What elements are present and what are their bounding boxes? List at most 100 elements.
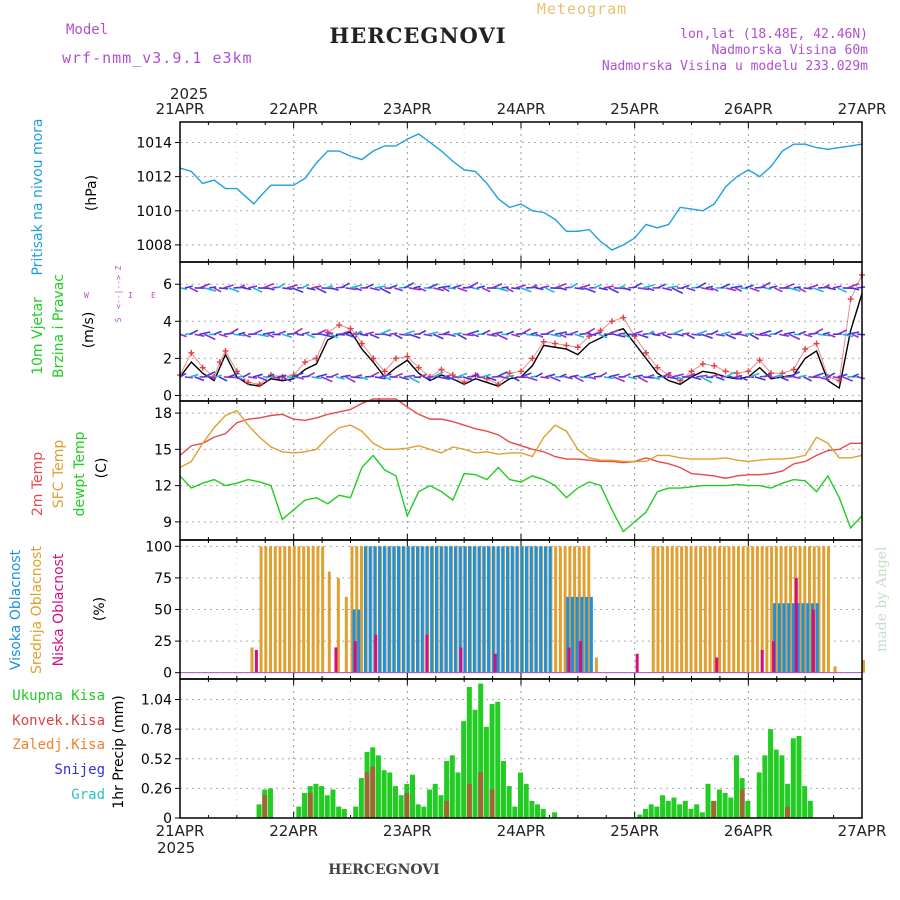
wind-barb [184, 285, 193, 289]
precip-conv-bar [466, 783, 472, 818]
compass-arrows: <--|--> [114, 275, 123, 309]
wind-barb [589, 333, 597, 337]
precip-total-bar [472, 709, 478, 818]
wind-barb [179, 333, 187, 338]
precip-total-bar [807, 800, 813, 818]
compass-south: S [114, 317, 123, 322]
wind-barb [496, 333, 508, 341]
date-label-bottom: 27APR [838, 822, 887, 840]
cloud-mid-bar [727, 546, 731, 673]
wind-barb [471, 372, 479, 378]
date-labels-top: 21APR 22APR 23APR 24APR 25APR 26APR 27APR [156, 100, 887, 118]
wind-barb [472, 287, 480, 290]
wind-barb [277, 282, 286, 289]
precip-total-bar [267, 788, 273, 818]
wind-barb [681, 332, 690, 336]
cloud-mid-bar [259, 546, 263, 673]
wind-barb [715, 333, 725, 337]
precip-conv-bar [785, 806, 791, 818]
cloud-mid-bar [327, 571, 331, 673]
wind-barb [818, 333, 831, 337]
precip-total-bar [336, 806, 342, 818]
wind-barb [306, 371, 315, 378]
wind-barb [432, 333, 444, 340]
cloud-high-bar [434, 546, 438, 673]
wind-barb [418, 329, 427, 335]
wind-barb [291, 372, 304, 378]
cloud-mid-bar [760, 546, 764, 673]
wind-barb [671, 328, 684, 336]
wind-barb [486, 376, 497, 382]
wind-barb [364, 283, 374, 289]
date-label-top: 22APR [269, 100, 318, 118]
precip-total-bar [540, 808, 546, 818]
y-tick-label: 12 [154, 479, 172, 495]
wind-barb [593, 331, 603, 336]
date-label-bottom: 22APR [269, 822, 318, 840]
y-tick-label: 50 [154, 603, 172, 619]
wind-barb [579, 284, 591, 289]
cloud-high-bar [806, 603, 810, 673]
page-title: HERCEGNOVI [329, 23, 506, 48]
y-tick-label: 0.52 [141, 752, 172, 768]
wind-barb [793, 286, 801, 289]
wind-barb [282, 333, 293, 338]
wind-barb [798, 330, 807, 336]
cloud-high-bar [796, 603, 800, 673]
date-label-bottom: 26APR [724, 822, 773, 840]
cloud-high-bar [792, 603, 796, 673]
wind-barb [233, 333, 246, 337]
wind-barb [569, 374, 579, 378]
y-tick-label: 6 [163, 277, 172, 293]
cloud-high-bar [458, 546, 462, 673]
wind-barb [267, 373, 275, 378]
wind-barb [408, 287, 421, 291]
pressure-panel: 1008 1010 1012 1014 [136, 121, 863, 263]
wind-barb [613, 333, 626, 338]
cloud-high-bar [401, 546, 405, 673]
cloud-ylabel-side3: Niska Oblacnost [51, 553, 67, 666]
precip-total-bar [387, 772, 393, 818]
date-label-top: 23APR [383, 100, 432, 118]
cloud-high-bar [477, 546, 481, 673]
wind-ylabel-side2: Brzina i Pravac [51, 274, 67, 378]
cloud-mid-bar [755, 546, 759, 673]
cloud-low-bar [374, 634, 378, 673]
cloud-mid-bar [822, 546, 826, 673]
wind-barb [739, 376, 748, 382]
date-label-top: 27APR [838, 100, 887, 118]
wind-barb [783, 283, 795, 289]
wind-barb [593, 283, 602, 289]
wind-barb [252, 287, 263, 293]
cloud-high-bar [566, 596, 570, 673]
y-tick-label: 0.78 [141, 722, 172, 738]
wind-barb [744, 284, 754, 289]
wind-barb [442, 330, 450, 336]
wind-barb [569, 282, 578, 289]
wind-barb [773, 329, 783, 335]
wind-barb [691, 333, 702, 336]
cloud-mid-bar [784, 546, 788, 673]
cloud-mid-bar [278, 546, 282, 673]
wind-barb [179, 372, 187, 378]
cloud-mid-bar [862, 660, 865, 673]
precip-conv-bar [307, 792, 313, 818]
precip-total-bar [455, 772, 461, 818]
wind-barb [204, 371, 216, 378]
cloud-mid-bar [321, 546, 325, 673]
series-line [179, 454, 863, 533]
precip-total-bar [381, 770, 387, 818]
wind-barb [501, 376, 509, 380]
precip-total-bar [512, 806, 518, 818]
cloud-high-bar [373, 546, 377, 673]
wind-barb [549, 376, 561, 382]
y-tick-label: 4 [163, 314, 172, 330]
precip-total-bar [392, 786, 398, 818]
wind-barb [627, 376, 638, 380]
wind-barb [218, 333, 228, 338]
wind-barb [584, 287, 596, 293]
cloud-mid-bar [833, 666, 837, 673]
cloud-mid-bar [694, 546, 698, 673]
model-elevation-text: Nadmorska Visina u modelu 233.029m [602, 59, 868, 74]
watermark: made by Angel [874, 546, 890, 652]
